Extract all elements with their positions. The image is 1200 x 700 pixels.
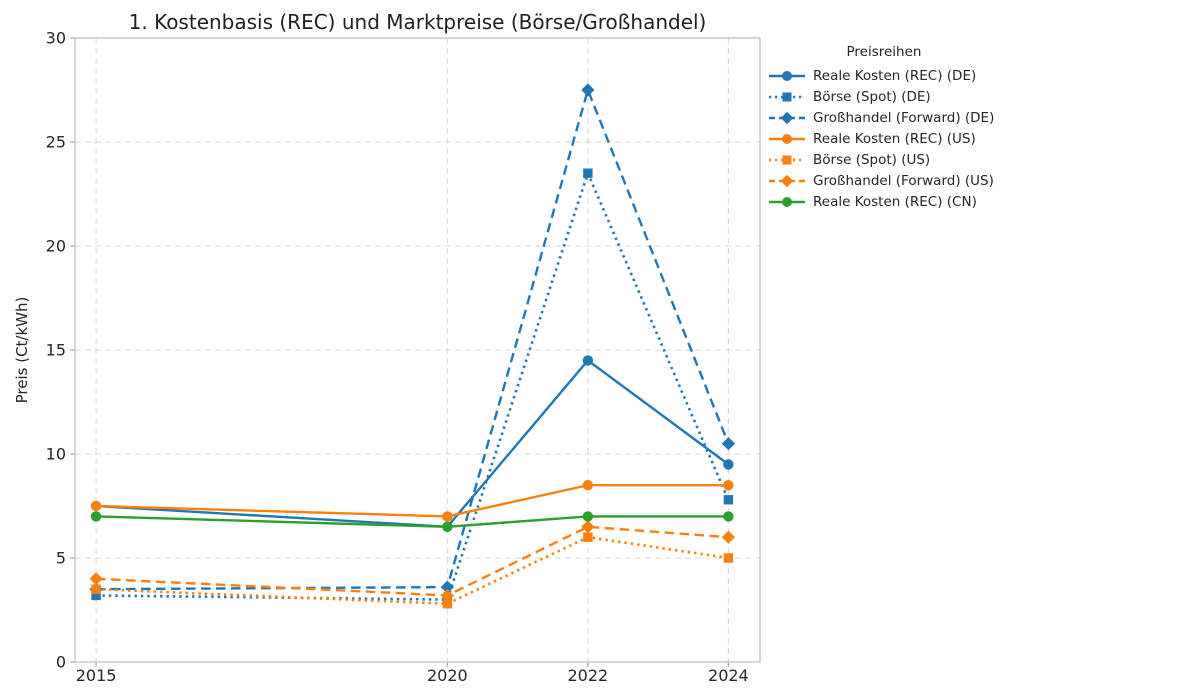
legend-marker-icon — [782, 70, 792, 81]
legend-item: Großhandel (Forward) (DE) — [768, 107, 1018, 128]
legend-marker-icon — [782, 133, 792, 144]
data-point-circle — [90, 500, 102, 512]
y-axis-label: Preis (Ct/kWh) — [13, 296, 31, 404]
data-point-circle — [582, 480, 594, 491]
legend-items: Reale Kosten (REC) (DE) Börse (Spot) (DE)… — [768, 65, 1018, 212]
data-point-circle — [90, 511, 102, 522]
legend: Preisreihen Reale Kosten (REC) (DE) Börse… — [768, 44, 1018, 212]
legend-sample-solid-circle-icon — [769, 70, 805, 81]
chart-title: 1. Kostenbasis (REC) und Marktpreise (Bö… — [128, 10, 707, 34]
y-tick-label: 0 — [56, 653, 66, 672]
x-tick-label: 2015 — [76, 666, 117, 685]
y-tick-label: 10 — [46, 445, 66, 464]
series-line — [96, 169, 730, 601]
legend-item: Börse (Spot) (US) — [768, 149, 1018, 170]
legend-item-label: Reale Kosten (REC) (CN) — [813, 193, 977, 210]
legend-sample-dashed-diamond-icon — [769, 111, 805, 124]
series-line — [96, 484, 729, 518]
legend-item: Reale Kosten (REC) (US) — [768, 128, 1018, 149]
series-line — [96, 535, 729, 606]
x-tick-label: 2020 — [427, 666, 468, 685]
legend-marker-icon — [782, 196, 792, 207]
data-point-diamond — [581, 83, 595, 97]
legend-marker-icon — [782, 92, 792, 101]
legend-title: Preisreihen — [846, 44, 922, 60]
series-line — [96, 515, 729, 529]
data-point-circle — [582, 511, 594, 522]
x-tick-label: 2024 — [708, 666, 749, 685]
y-tick-label: 25 — [46, 133, 66, 152]
data-point-square — [583, 168, 593, 178]
legend-sample-dashed-diamond-icon — [769, 174, 805, 187]
data-point-square — [442, 599, 453, 609]
legend-marker-icon — [780, 111, 794, 124]
legend-item-label: Reale Kosten (REC) (US) — [813, 130, 976, 147]
data-point-square — [723, 553, 734, 563]
series-line — [96, 358, 730, 529]
legend-item-label: Reale Kosten (REC) (DE) — [813, 67, 977, 84]
y-tick-label: 30 — [46, 29, 66, 48]
data-point-square — [723, 495, 734, 505]
data-point-square — [583, 532, 593, 542]
legend-item-label: Börse (Spot) (DE) — [813, 88, 931, 105]
legend-sample-solid-circle-icon — [769, 196, 805, 207]
data-point-circle — [723, 459, 734, 470]
plot-border — [74, 37, 761, 663]
series-line — [96, 86, 730, 591]
data-point-square — [91, 584, 101, 594]
data-point-circle — [723, 511, 734, 522]
legend-marker-icon — [780, 174, 794, 187]
data-point-diamond — [89, 572, 103, 586]
data-point-diamond — [721, 530, 735, 544]
legend-item: Reale Kosten (REC) (DE) — [768, 65, 1018, 86]
legend-item: Großhandel (Forward) (US) — [768, 170, 1018, 191]
legend-sample-solid-circle-icon — [769, 133, 805, 144]
legend-sample-dotted-square-icon — [769, 92, 805, 101]
legend-item-label: Großhandel (Forward) (US) — [813, 172, 994, 189]
legend-item-label: Börse (Spot) (US) — [813, 151, 931, 168]
data-point-diamond — [440, 580, 454, 594]
series-line — [96, 525, 729, 597]
legend-sample-dotted-square-icon — [769, 155, 805, 164]
data-point-circle — [582, 355, 594, 366]
legend-item: Reale Kosten (REC) (CN) — [768, 191, 1018, 212]
data-point-circle — [442, 521, 453, 532]
data-point-circle — [723, 480, 734, 491]
data-point-diamond — [721, 437, 735, 451]
data-point-diamond — [440, 588, 454, 603]
data-point-diamond — [581, 520, 595, 534]
x-tick-label: 2022 — [568, 666, 609, 685]
y-tick-label: 15 — [46, 341, 66, 360]
y-tick-label: 5 — [56, 549, 66, 568]
legend-marker-icon — [782, 155, 792, 164]
data-point-circle — [442, 511, 453, 522]
legend-item-label: Großhandel (Forward) (DE) — [813, 109, 995, 126]
legend-item: Börse (Spot) (DE) — [768, 86, 1018, 107]
y-tick-label: 20 — [46, 237, 66, 256]
